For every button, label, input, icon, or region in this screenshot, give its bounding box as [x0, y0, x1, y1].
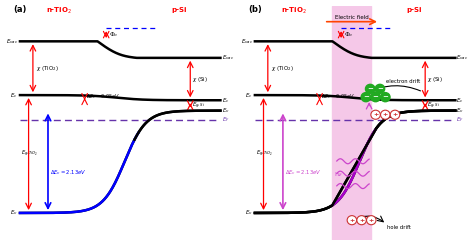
Text: $E_{g,TiO_2}$: $E_{g,TiO_2}$	[256, 149, 273, 159]
Text: electron drift: electron drift	[386, 79, 421, 84]
Circle shape	[361, 93, 371, 102]
Text: +: +	[369, 218, 374, 223]
Text: $\Delta E_c{=}0.05eV$: $\Delta E_c{=}0.05eV$	[320, 92, 355, 101]
Text: $\chi$ (TiO$_2$): $\chi$ (TiO$_2$)	[36, 64, 59, 73]
Text: $E_v$: $E_v$	[245, 209, 253, 217]
Text: $E_c$: $E_c$	[221, 96, 229, 105]
Text: −: −	[363, 94, 369, 100]
Text: $E_v$: $E_v$	[221, 106, 229, 115]
Text: +: +	[349, 218, 355, 223]
Text: $E_{vac}$: $E_{vac}$	[221, 53, 234, 62]
Text: $\Delta E_c{=}0.05eV$: $\Delta E_c{=}0.05eV$	[86, 92, 119, 101]
Circle shape	[381, 93, 390, 102]
Text: p-Si: p-Si	[407, 7, 422, 13]
Text: (b): (b)	[248, 5, 262, 14]
Text: +: +	[383, 112, 388, 117]
Text: $E_{g,Si}$: $E_{g,Si}$	[428, 100, 441, 111]
Text: −: −	[367, 86, 373, 92]
Text: $E_c$: $E_c$	[456, 96, 464, 105]
Text: $\chi$ (Si): $\chi$ (Si)	[428, 75, 443, 83]
Bar	[332, 6, 371, 240]
Circle shape	[381, 110, 390, 119]
Text: $E_c$: $E_c$	[245, 91, 253, 100]
Text: n-TiO$_2$: n-TiO$_2$	[281, 5, 307, 16]
Text: (a): (a)	[13, 5, 27, 14]
Text: $E_{vac}$: $E_{vac}$	[456, 53, 469, 62]
Text: hole drift: hole drift	[387, 225, 411, 230]
Circle shape	[371, 93, 380, 102]
Text: $E_{vac}$: $E_{vac}$	[6, 37, 18, 46]
Circle shape	[347, 216, 356, 225]
Text: h$\nu$: h$\nu$	[334, 170, 343, 178]
Circle shape	[365, 84, 375, 93]
Text: p-Si: p-Si	[172, 7, 187, 13]
Circle shape	[375, 84, 384, 93]
Text: +: +	[359, 218, 364, 223]
Text: $\chi$ (TiO$_2$): $\chi$ (TiO$_2$)	[271, 64, 294, 73]
Circle shape	[357, 216, 366, 225]
Text: $E_{g,Si}$: $E_{g,Si}$	[192, 100, 206, 111]
Text: $\Delta E_v{=}2.13eV$: $\Delta E_v{=}2.13eV$	[285, 168, 321, 177]
Text: $\Phi_o$: $\Phi_o$	[344, 30, 354, 39]
Circle shape	[390, 110, 400, 119]
Text: −: −	[373, 94, 379, 100]
Text: Electric field: Electric field	[335, 15, 369, 20]
Text: $E_{vac}$: $E_{vac}$	[240, 37, 253, 46]
Text: −: −	[383, 94, 388, 100]
Text: $\Delta E_v{=}2.13eV$: $\Delta E_v{=}2.13eV$	[50, 168, 87, 177]
Text: $E_F$: $E_F$	[221, 115, 229, 124]
Circle shape	[366, 216, 376, 225]
Text: +: +	[373, 112, 378, 117]
Text: +: +	[392, 112, 398, 117]
Text: $E_v$: $E_v$	[456, 106, 464, 115]
Text: −: −	[377, 86, 383, 92]
Text: $E_F$: $E_F$	[456, 115, 464, 124]
Text: $E_c$: $E_c$	[10, 91, 18, 100]
Text: n-TiO$_2$: n-TiO$_2$	[46, 5, 72, 16]
Text: $E_v$: $E_v$	[10, 209, 18, 217]
Circle shape	[371, 110, 380, 119]
Text: $E_{g,TiO_2}$: $E_{g,TiO_2}$	[21, 149, 38, 159]
Text: $\chi$ (Si): $\chi$ (Si)	[192, 75, 209, 83]
Text: $\Phi_o$: $\Phi_o$	[109, 30, 119, 39]
